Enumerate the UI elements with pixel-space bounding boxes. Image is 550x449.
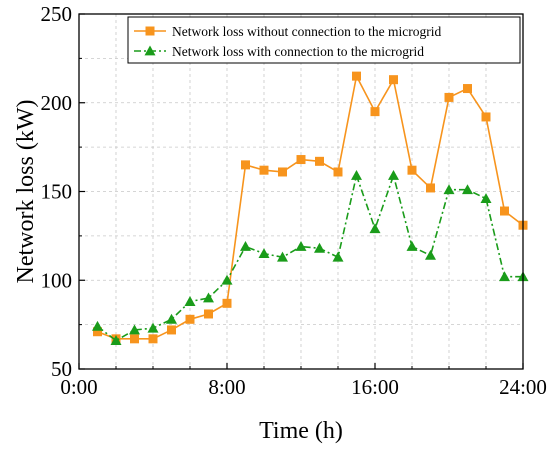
- legend: Network loss without connection to the m…: [127, 16, 521, 64]
- data-point-triangle: [351, 170, 362, 180]
- legend-label-with-microgrid: Network loss with connection to the micr…: [172, 44, 424, 59]
- data-point-square: [278, 167, 287, 177]
- data-point-square: [93, 327, 102, 337]
- data-point-triangle: [129, 324, 140, 335]
- data-point-square: [130, 334, 139, 344]
- grid-lines: [79, 14, 523, 369]
- x-tick-label: 0:00: [60, 375, 97, 399]
- y-axis-title: Network loss (kW): [13, 100, 39, 284]
- data-point-triangle: [332, 251, 344, 262]
- y-tick-label: 250: [41, 2, 73, 26]
- series-line-with-microgrid: [97, 172, 523, 342]
- data-point-triangle: [166, 313, 177, 324]
- data-point-square: [259, 165, 269, 175]
- data-point-square: [444, 92, 454, 102]
- data-point-square: [185, 314, 195, 324]
- data-point-triangle: [388, 170, 399, 180]
- data-point-square: [426, 183, 435, 193]
- data-point-triangle: [184, 296, 196, 306]
- data-point-triangle: [314, 242, 325, 253]
- data-point-triangle: [480, 193, 492, 203]
- y-tick-label: 200: [41, 91, 73, 115]
- series-layer: [92, 71, 529, 345]
- data-point-triangle: [203, 292, 214, 303]
- data-point-square: [315, 156, 324, 166]
- data-point-triangle: [406, 241, 418, 251]
- data-point-square: [148, 334, 158, 344]
- data-point-square: [333, 167, 343, 177]
- series-line-without-microgrid: [97, 73, 524, 340]
- data-point-square: [463, 84, 472, 94]
- legend-marker-triangle: [144, 45, 156, 56]
- legend-box: [127, 16, 521, 64]
- data-point-triangle: [369, 223, 381, 234]
- data-point-triangle: [221, 274, 233, 285]
- axis-ticks: 0:00 8:00 16:00 24:00 50 100 150 200 250: [41, 2, 547, 399]
- data-point-square: [296, 155, 306, 165]
- data-point-triangle: [295, 241, 307, 251]
- data-point-triangle: [92, 320, 103, 331]
- x-tick-label: 24:00: [499, 375, 547, 399]
- data-point-triangle: [462, 184, 473, 195]
- data-point-triangle: [277, 251, 288, 262]
- data-point-square: [407, 165, 417, 175]
- data-point-square: [370, 107, 380, 117]
- legend-label-without-microgrid: Network loss without connection to the m…: [172, 24, 441, 39]
- data-point-square: [204, 309, 213, 319]
- data-point-triangle: [258, 248, 270, 259]
- data-point-triangle: [147, 322, 159, 333]
- data-point-triangle: [425, 249, 436, 260]
- data-point-triangle: [443, 184, 455, 195]
- data-point-square: [500, 206, 509, 216]
- data-point-square: [222, 298, 232, 308]
- y-tick-label: 100: [41, 268, 73, 292]
- x-tick-label: 16:00: [351, 375, 399, 399]
- y-tick-label: 50: [51, 357, 72, 381]
- data-point-triangle: [240, 241, 251, 251]
- x-tick-label: 8:00: [208, 375, 245, 399]
- data-point-square: [352, 71, 361, 81]
- data-point-square: [241, 160, 250, 170]
- data-point-square: [167, 325, 176, 335]
- data-point-square: [389, 75, 398, 85]
- y-tick-label: 150: [41, 180, 73, 204]
- legend-marker-square: [145, 26, 155, 36]
- x-axis-title: Time (h): [259, 418, 343, 444]
- data-point-triangle: [110, 335, 122, 345]
- data-point-triangle: [499, 271, 510, 282]
- data-point-square: [481, 112, 491, 122]
